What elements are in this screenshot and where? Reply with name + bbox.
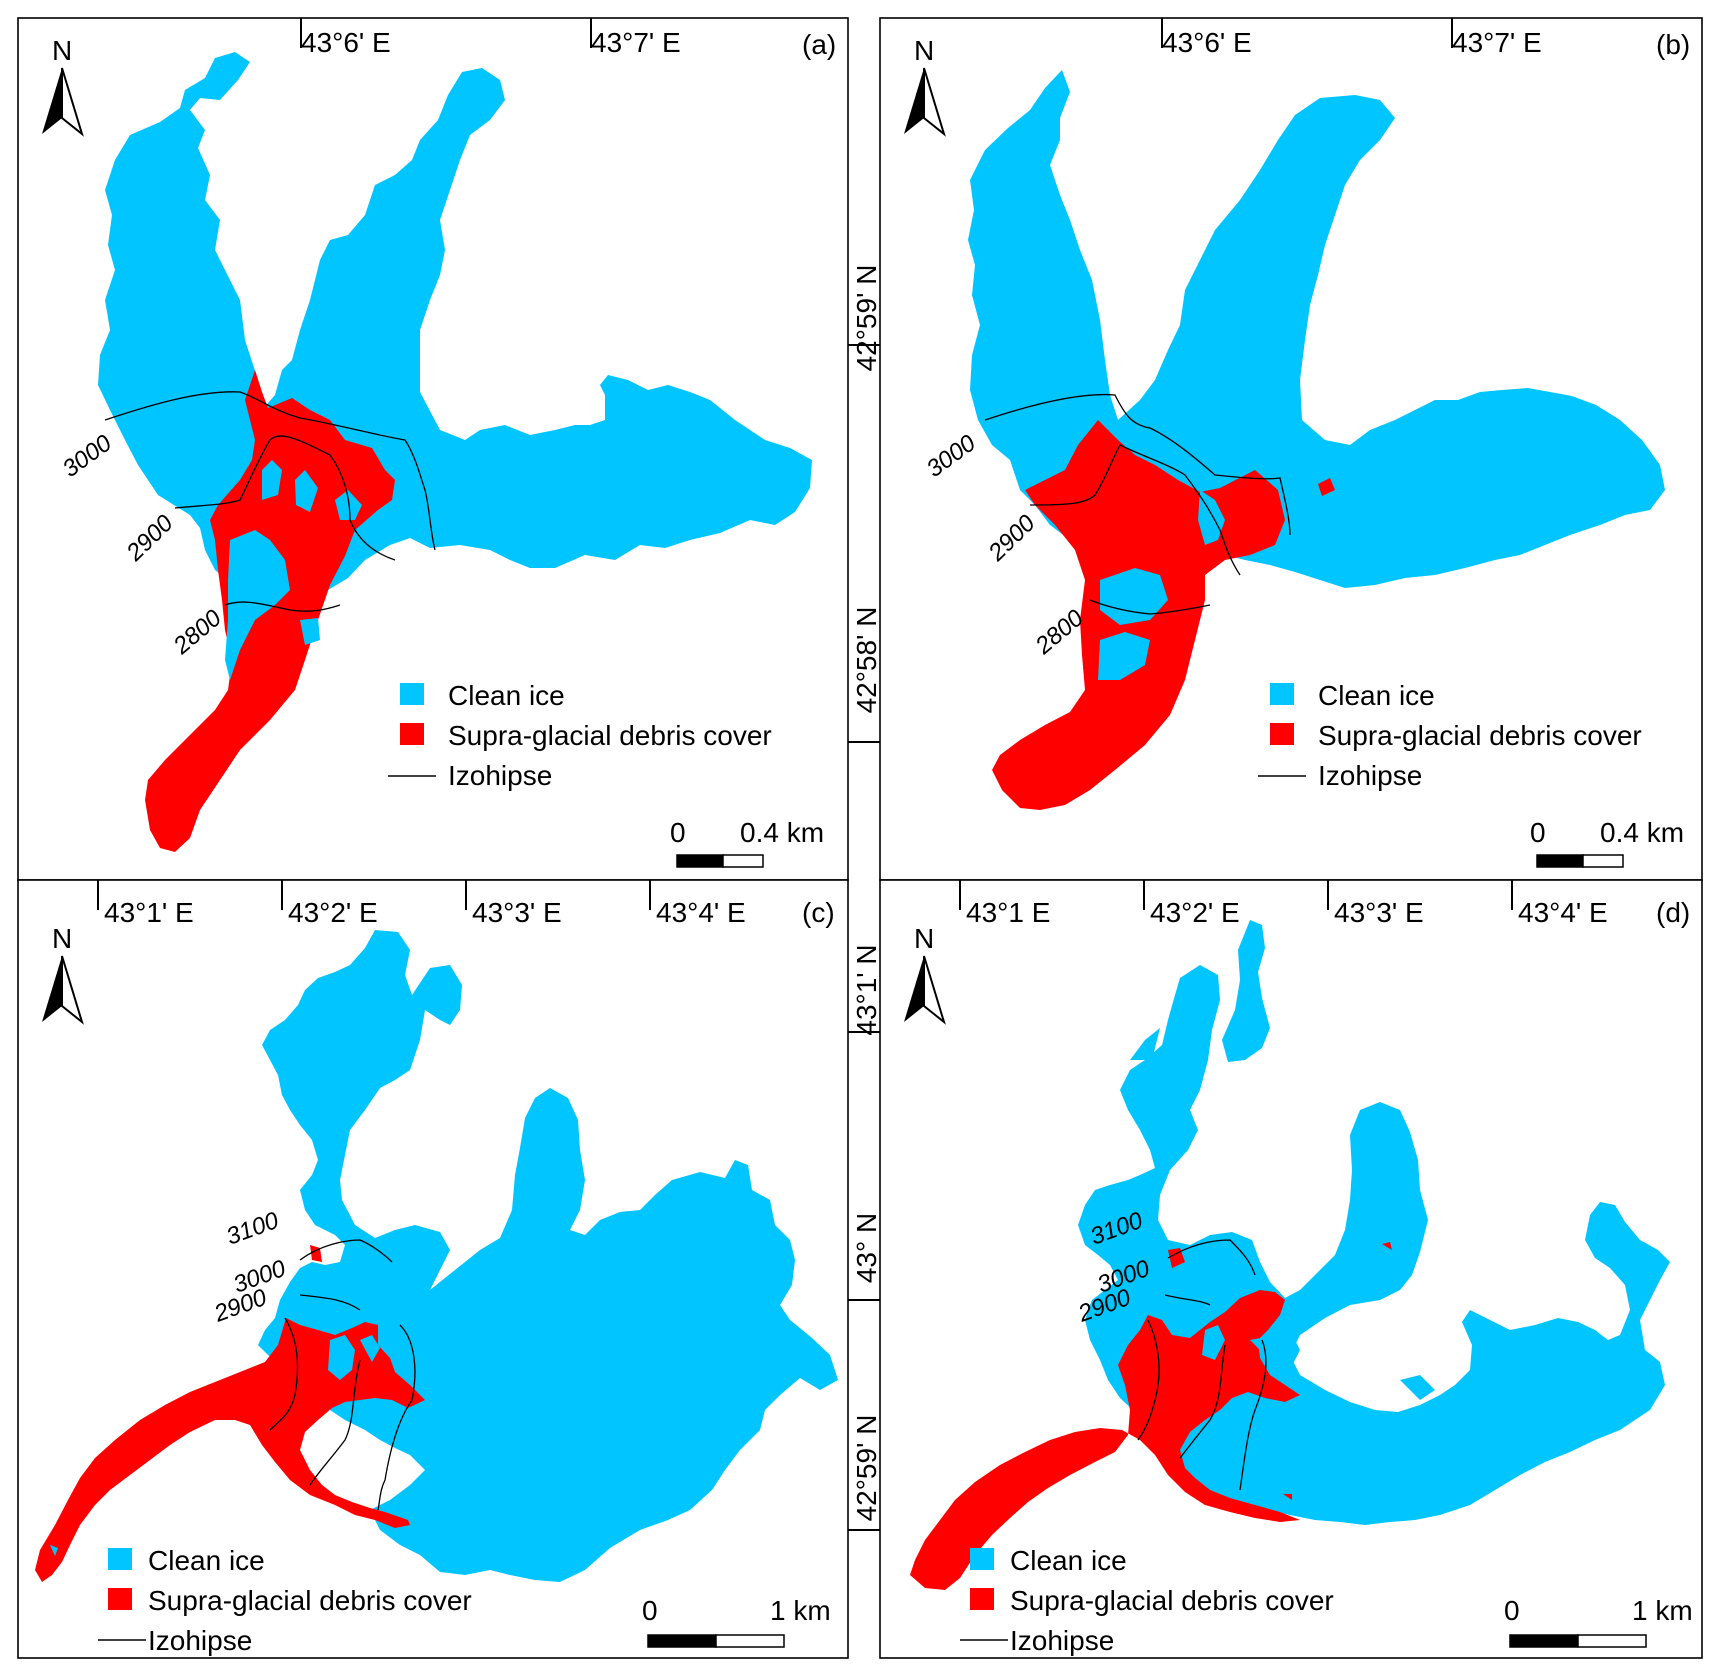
lon-label: 43°6' E xyxy=(1162,27,1252,58)
lat-label: 42°59' N xyxy=(851,1415,882,1522)
north-arrow-icon: N xyxy=(42,923,84,1025)
legend-label-debris: Supra-glacial debris cover xyxy=(1318,720,1642,751)
lat-label: 42°58' N xyxy=(851,607,882,714)
panel-tag: (d) xyxy=(1656,897,1690,928)
glacier-d xyxy=(910,920,1670,1590)
svg-text:0: 0 xyxy=(1504,1595,1520,1626)
panel-tag: (a) xyxy=(802,29,836,60)
svg-text:N: N xyxy=(52,923,72,954)
legend-c: Clean ice Supra-glacial debris cover Izo… xyxy=(98,1545,472,1656)
lon-label: 43°7' E xyxy=(1452,27,1542,58)
svg-text:N: N xyxy=(52,35,72,66)
lat-label: 43°1' N xyxy=(851,944,882,1035)
legend-label-ice: Clean ice xyxy=(1010,1545,1127,1576)
legend-label-ice: Clean ice xyxy=(1318,680,1435,711)
lon-label: 43°2' E xyxy=(1150,897,1240,928)
legend-swatch-ice xyxy=(1270,683,1294,705)
legend-label-ice: Clean ice xyxy=(448,680,565,711)
legend-label-contour: Izohipse xyxy=(1010,1625,1114,1656)
glacier-b xyxy=(968,70,1665,810)
panel-d-frame xyxy=(879,879,1703,1659)
scale-bar-a: 0 0.4 km xyxy=(670,817,824,868)
glacier-a xyxy=(98,52,812,852)
legend-swatch-debris xyxy=(1270,723,1294,745)
legend-label-debris: Supra-glacial debris cover xyxy=(148,1585,472,1616)
legend-label-contour: Izohipse xyxy=(148,1625,252,1656)
svg-text:0.4 km: 0.4 km xyxy=(740,817,824,848)
lat-label: 42°59' N xyxy=(851,265,882,372)
legend-swatch-debris xyxy=(400,723,424,745)
legend-label-debris: Supra-glacial debris cover xyxy=(448,720,772,751)
legend-a: Clean ice Supra-glacial debris cover Izo… xyxy=(388,680,772,791)
panel-b: 43°6' E 43°7' E (b) N 3000 2900 2800 xyxy=(848,17,1703,881)
legend-swatch-debris xyxy=(108,1588,132,1610)
panel-tag: (c) xyxy=(802,897,835,928)
legend-label-ice: Clean ice xyxy=(148,1545,265,1576)
lon-label: 43°2' E xyxy=(288,897,378,928)
north-arrow-icon: N xyxy=(42,35,84,137)
panel-c: 43°1' E 43°2' E 43°3' E 43°4' E (c) N 31… xyxy=(17,879,849,1659)
svg-text:N: N xyxy=(914,35,934,66)
legend-label-contour: Izohipse xyxy=(1318,760,1422,791)
svg-text:0: 0 xyxy=(1530,817,1546,848)
glacier-c xyxy=(35,930,838,1582)
legend-label-debris: Supra-glacial debris cover xyxy=(1010,1585,1334,1616)
svg-text:1 km: 1 km xyxy=(770,1595,831,1626)
panel-tag: (b) xyxy=(1656,29,1690,60)
panel-d: 43°1 E 43°2' E 43°3' E 43°4' E (d) N xyxy=(848,879,1703,1659)
panel-a: 43°6' E 43°7' E (a) N 3000 2900 2800 xyxy=(17,17,849,881)
lon-label: 43°4' E xyxy=(1518,897,1608,928)
svg-text:0: 0 xyxy=(642,1595,658,1626)
svg-text:1 km: 1 km xyxy=(1632,1595,1693,1626)
north-arrow-icon: N xyxy=(904,923,946,1025)
svg-text:0: 0 xyxy=(670,817,686,848)
scale-bar-d: 0 1 km xyxy=(1504,1595,1693,1648)
lon-label: 43°1' E xyxy=(104,897,194,928)
lon-label: 43°6' E xyxy=(301,27,391,58)
lon-label: 43°4' E xyxy=(656,897,746,928)
lon-label: 43°3' E xyxy=(472,897,562,928)
legend-swatch-ice xyxy=(108,1548,132,1570)
lat-label: 43° N xyxy=(851,1213,882,1283)
legend-swatch-debris xyxy=(970,1588,994,1610)
svg-text:N: N xyxy=(914,923,934,954)
legend-label-contour: Izohipse xyxy=(448,760,552,791)
legend-d: Clean ice Supra-glacial debris cover Izo… xyxy=(960,1545,1334,1656)
scale-bar-c: 0 1 km xyxy=(642,1595,831,1648)
lon-label: 43°1 E xyxy=(966,897,1050,928)
scale-bar-b: 0 0.4 km xyxy=(1530,817,1684,868)
lon-label: 43°7' E xyxy=(591,27,681,58)
legend-swatch-ice xyxy=(400,683,424,705)
svg-text:0.4 km: 0.4 km xyxy=(1600,817,1684,848)
lon-label: 43°3' E xyxy=(1334,897,1424,928)
legend-b: Clean ice Supra-glacial debris cover Izo… xyxy=(1258,680,1642,791)
north-arrow-icon: N xyxy=(904,35,946,137)
legend-swatch-ice xyxy=(970,1548,994,1570)
